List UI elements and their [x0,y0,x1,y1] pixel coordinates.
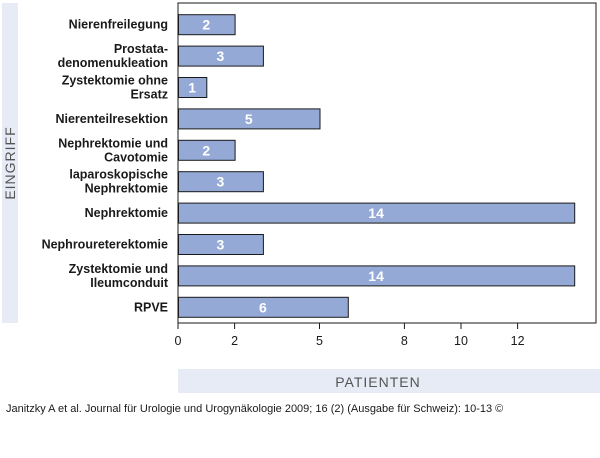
category-label-2-line-1: Ersatz [130,88,168,102]
category-label-5-line-0: laparoskopische [69,168,168,182]
category-label-1-line-0: Prostata- [114,42,168,56]
x-tick-label-1: 2 [231,334,238,348]
bar-7 [178,234,264,255]
source-citation: Janitzky A et al. Journal für Urologie u… [6,403,504,415]
data-label-1: 3 [217,48,225,64]
data-label-2: 1 [188,80,196,96]
category-label-5-line-1: Nephrektomie [85,182,168,196]
data-label-8: 14 [368,268,384,284]
category-label-6: Nephrektomie [85,206,168,220]
category-labels-group: Nierenfreilegung Prostata-denomenukleatio… [42,18,169,315]
x-axis-title-band [178,369,600,393]
data-label-4: 2 [202,142,210,158]
category-label-2-line-0: Zystektomie ohne [62,74,168,88]
category-label-0: Nierenfreilegung [69,18,168,32]
x-tick-label-5: 12 [511,334,525,348]
y-axis-title-band [2,3,18,323]
data-label-0: 2 [202,17,210,33]
bar-4 [178,139,236,161]
x-tick-label-2: 5 [316,334,323,348]
category-label-9: RPVE [134,300,168,314]
data-label-5: 3 [217,174,225,190]
bar-2 [178,77,208,98]
bar-5 [178,171,264,193]
x-tick-label-4: 10 [454,334,468,348]
category-label-8-line-0: Zystektomie und [69,262,168,276]
category-label-4-line-0: Nephrektomie und [58,136,168,150]
data-label-3: 5 [245,111,253,127]
bar-1 [178,45,264,67]
category-label-4-line-1: Cavotomie [104,150,168,164]
data-label-7: 3 [217,237,225,253]
bar-6 [178,202,576,224]
category-label-7: Nephroureterektomie [42,238,168,252]
x-tick-label-0: 0 [175,334,182,348]
y-axis-title: EINGRIFF [2,126,18,199]
category-label-8-line-1: Ileumconduit [90,276,169,290]
bar-9 [178,296,349,318]
x-tick-label-3: 8 [401,334,408,348]
category-label-3: Nierenteilresektion [55,112,168,126]
data-label-9: 6 [259,299,267,315]
bar-8 [178,265,576,287]
bar-0 [178,14,236,36]
bar-3 [178,108,321,130]
x-axis-title: PATIENTEN [335,374,421,390]
data-label-6: 14 [368,205,384,221]
category-label-1-line-1: denomenukleation [58,56,168,70]
x-axis-ticks-group: 0 2 5 8 10 12 [175,323,525,348]
